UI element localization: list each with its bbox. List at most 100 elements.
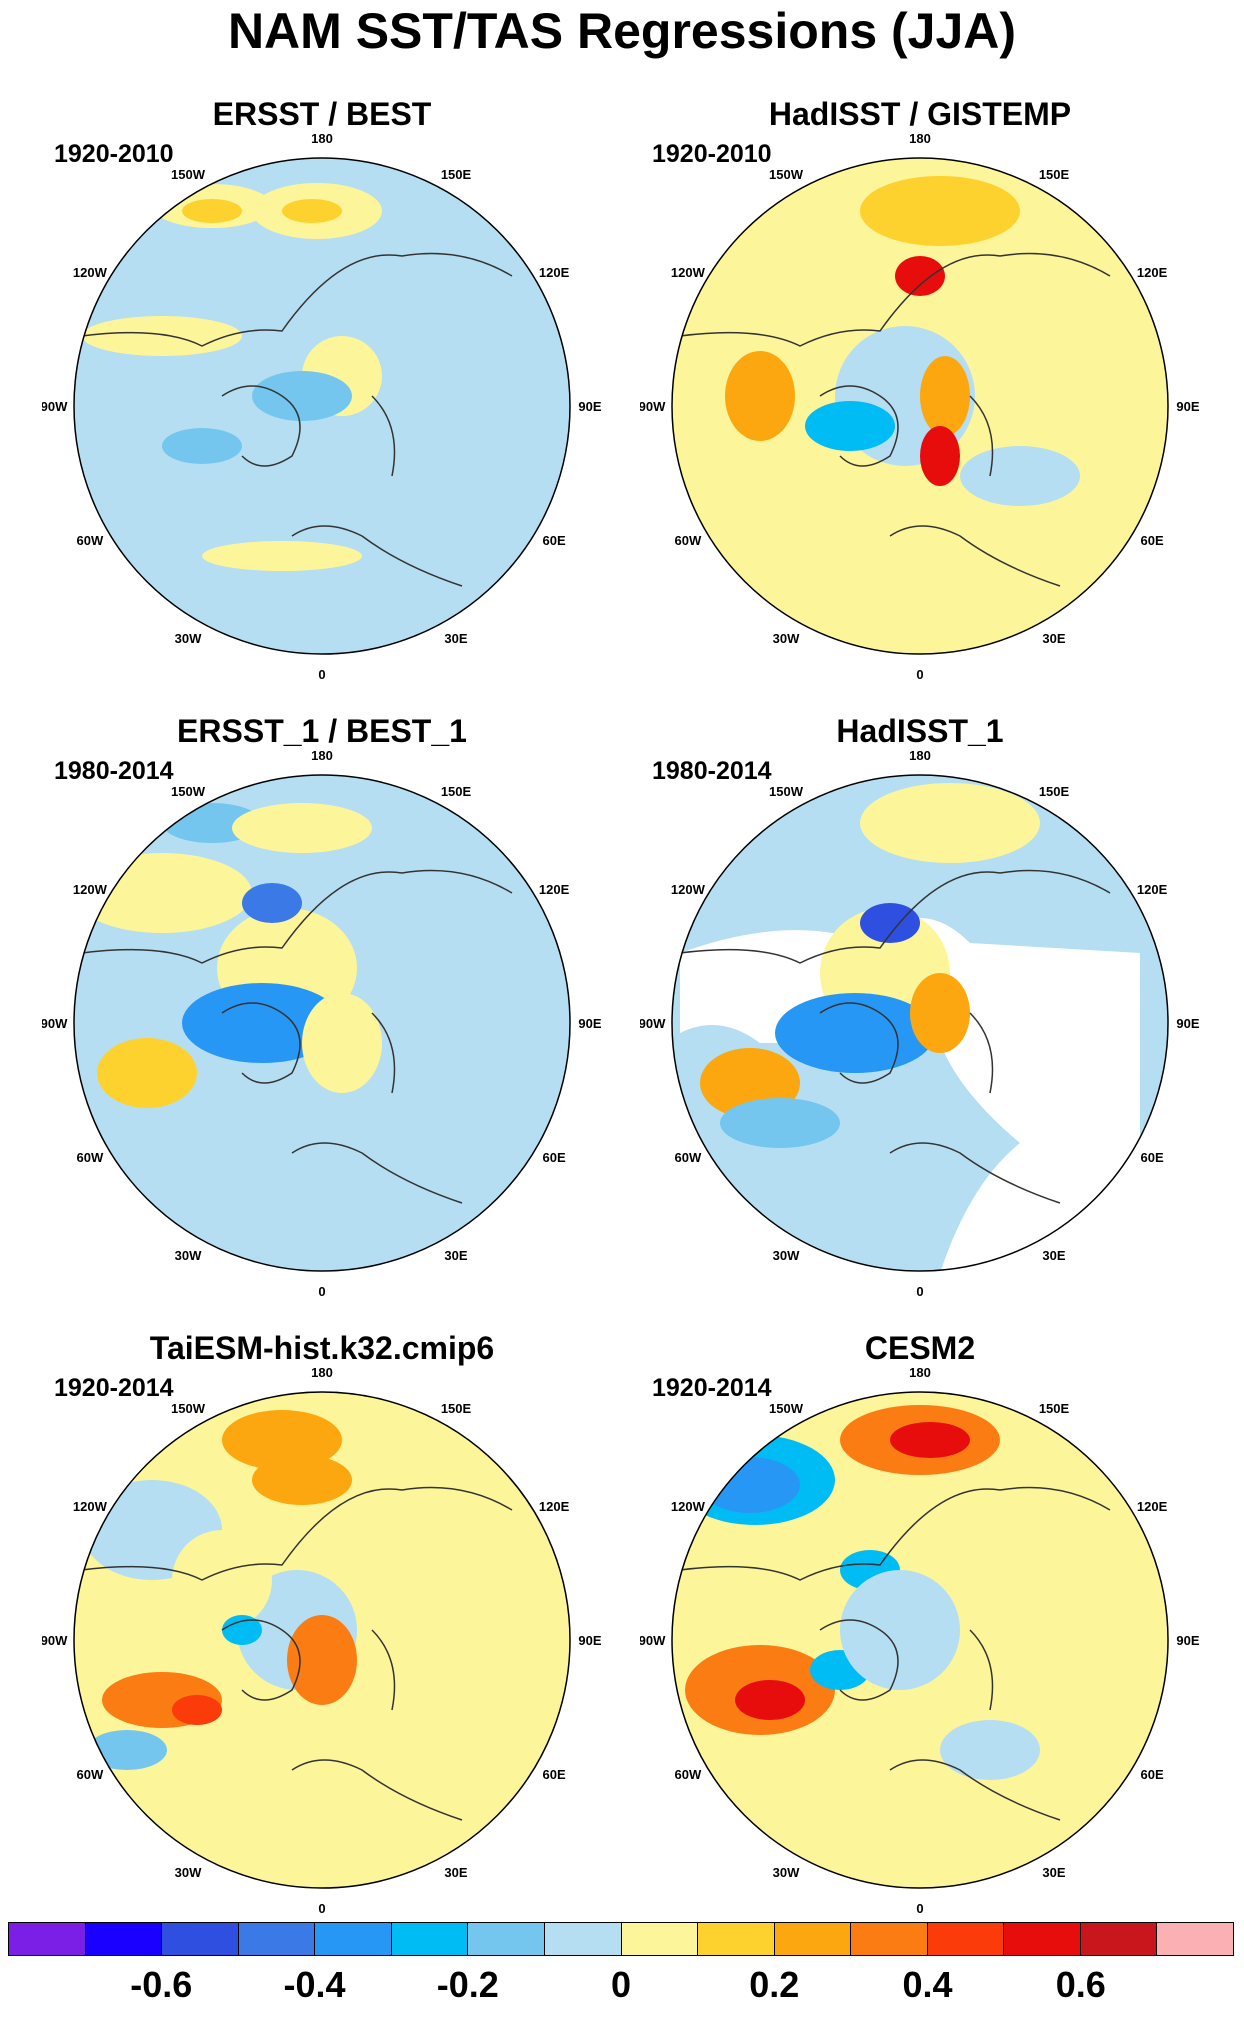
period-label: 1920-2014 (652, 1374, 772, 1402)
colorbar-swatch (1080, 1923, 1158, 1955)
period-label: 1920-2014 (54, 1374, 174, 1402)
anomaly-region (840, 1570, 960, 1690)
period-label: 1920-2010 (54, 140, 174, 168)
longitude-label: 120E (1137, 265, 1168, 280)
colorbar-swatch (238, 1923, 316, 1955)
longitude-label: 150W (171, 167, 206, 182)
anomaly-region (725, 351, 795, 441)
panel-title: CESM2 (864, 1330, 976, 1366)
longitude-label: 30E (1042, 1865, 1065, 1880)
longitude-label: 30W (773, 1248, 800, 1263)
anomaly-region (700, 1457, 800, 1513)
longitude-label: 60E (543, 533, 566, 548)
longitude-label: 30E (444, 631, 467, 646)
anomaly-region (302, 993, 382, 1093)
longitude-label: 120W (671, 1499, 706, 1514)
longitude-label: 60W (77, 1150, 104, 1165)
anomaly-region (252, 371, 352, 421)
longitude-label: 150E (1039, 167, 1070, 182)
longitude-label: 180 (311, 748, 333, 763)
period-label: 1980-2014 (54, 757, 174, 785)
anomaly-region (222, 1615, 262, 1645)
longitude-label: 120W (73, 1499, 108, 1514)
longitude-label: 60W (77, 533, 104, 548)
longitude-label: 60E (543, 1150, 566, 1165)
longitude-label: 0 (916, 1901, 923, 1916)
longitude-label: 120E (539, 1499, 570, 1514)
period-label: 1980-2014 (652, 757, 772, 785)
anomaly-region (960, 446, 1080, 506)
longitude-label: 90W (640, 1016, 666, 1031)
longitude-label: 150W (769, 167, 804, 182)
anomaly-region (895, 256, 945, 296)
longitude-label: 120W (73, 265, 108, 280)
map-panel: 180 150E 120E 90E 60E 30E 0 30W 60W 90W 120W 150W ER… (42, 96, 602, 711)
longitude-label: 120E (539, 882, 570, 897)
anomaly-region (232, 803, 372, 853)
colorbar-swatch (1004, 1923, 1081, 1955)
longitude-label: 30W (175, 631, 202, 646)
polar-map: 180 150E 120E 90E 60E 30E 0 30W 60W 90W 120W 150W (640, 131, 1200, 682)
anomaly-region (860, 903, 920, 943)
colorbar-swatch (774, 1923, 852, 1955)
anomaly-region (940, 1720, 1040, 1780)
longitude-label: 120E (539, 265, 570, 280)
colorbar-swatch (1157, 1923, 1233, 1955)
longitude-label: 60E (1141, 1767, 1164, 1782)
map-boundary (73, 157, 571, 655)
anomaly-region (242, 883, 302, 923)
map-panel: 180 150E 120E 90E 60E 30E 0 30W 60W 90W 120W 150W Ha… (640, 713, 1200, 1328)
colorbar-label: -0.6 (130, 1964, 193, 2005)
anomaly-region (775, 993, 935, 1073)
longitude-label: 0 (318, 1284, 325, 1299)
longitude-label: 60W (77, 1767, 104, 1782)
longitude-label: 150E (1039, 1401, 1070, 1416)
longitude-label: 150W (171, 1401, 206, 1416)
longitude-label: 90E (1176, 399, 1199, 414)
colorbar-label: -0.2 (436, 1964, 499, 2005)
period-label: 1920-2010 (652, 140, 772, 168)
anomaly-region (860, 783, 1040, 863)
polar-map: 180 150E 120E 90E 60E 30E 0 30W 60W 90W 120W 150W (42, 131, 602, 682)
polar-map: 180 150E 120E 90E 60E 30E 0 30W 60W 90W 120W 150W (640, 1365, 1200, 1916)
anomaly-region (282, 199, 342, 223)
map-panel: 180 150E 120E 90E 60E 30E 0 30W 60W 90W 120W 150W Ta… (42, 1330, 602, 1945)
map-boundary (671, 774, 1169, 1272)
colorbar-swatch (162, 1923, 239, 1955)
anomaly-region (735, 1680, 805, 1720)
longitude-label: 150W (769, 1401, 804, 1416)
panel-title: HadISST_1 (836, 713, 1004, 749)
colorbar-swatch (9, 1923, 86, 1955)
anomaly-region (172, 1695, 222, 1725)
polar-map: 180 150E 120E 90E 60E 30E 0 30W 60W 90W 120W 150W (42, 748, 602, 1299)
anomaly-region (287, 1615, 357, 1705)
longitude-label: 150E (441, 784, 472, 799)
coastline (679, 869, 1111, 1204)
map-panel: 180 150E 120E 90E 60E 30E 0 30W 60W 90W 120W 150W ER… (42, 713, 602, 1328)
colorbar-swatch (468, 1923, 545, 1955)
longitude-label: 30W (175, 1248, 202, 1263)
anomaly-region (87, 1730, 167, 1770)
longitude-label: 30E (444, 1865, 467, 1880)
anomaly-region (82, 316, 242, 356)
anomaly-region (920, 426, 960, 486)
longitude-label: 150E (441, 167, 472, 182)
anomaly-region (97, 1038, 197, 1108)
colorbar-label: 0.4 (902, 1964, 953, 2005)
anomaly-region (920, 356, 970, 436)
longitude-label: 180 (311, 1365, 333, 1380)
map-boundary (671, 1391, 1169, 1889)
colorbar-label: 0.6 (1055, 1964, 1106, 2005)
longitude-label: 90E (1176, 1633, 1199, 1648)
longitude-label: 150W (171, 784, 206, 799)
colorbar-swatch (544, 1923, 622, 1955)
panel-title: ERSST / BEST (212, 96, 432, 132)
longitude-label: 60E (1141, 1150, 1164, 1165)
anomaly-region (890, 1422, 970, 1458)
longitude-label: 30E (444, 1248, 467, 1263)
panel-title: ERSST_1 / BEST_1 (177, 713, 467, 749)
anomaly-region (805, 401, 895, 451)
polar-map: 180 150E 120E 90E 60E 30E 0 30W 60W 90W 120W 150W (640, 748, 1200, 1299)
longitude-label: 90W (42, 399, 68, 414)
longitude-label: 120E (1137, 882, 1168, 897)
